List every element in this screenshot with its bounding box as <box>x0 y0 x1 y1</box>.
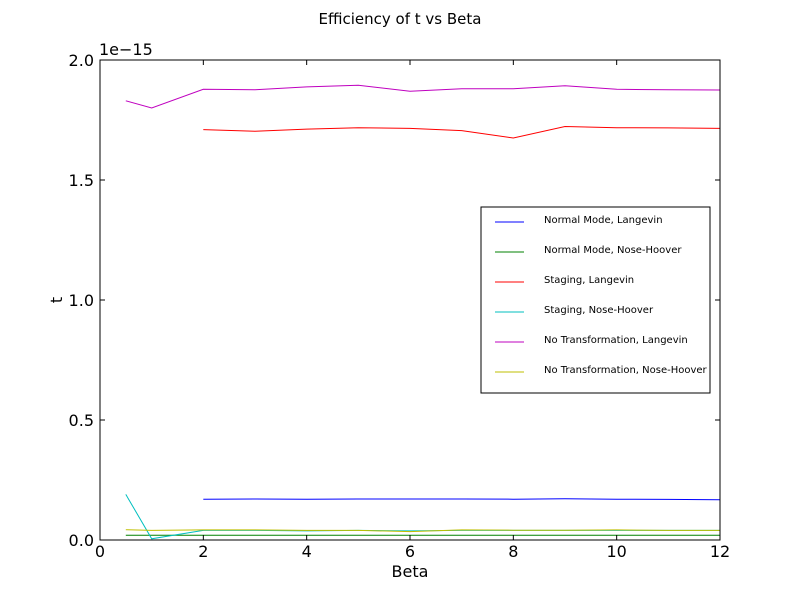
series-layer <box>125 84 721 540</box>
x-tick-label: 2 <box>198 542 208 561</box>
legend-label-3: Staging, Langevin <box>544 275 634 286</box>
series-line-1 <box>203 498 721 501</box>
x-tick-label: 6 <box>405 542 415 561</box>
x-tick-label: 12 <box>710 542 730 561</box>
y-tick-label: 0.0 <box>69 531 94 550</box>
chart-title: Efficiency of t vs Beta <box>319 10 482 28</box>
series-line-3 <box>203 125 721 139</box>
x-tick-label: 4 <box>302 542 312 561</box>
legend-box <box>480 206 711 394</box>
y-tick-label: 1.0 <box>69 291 94 310</box>
legend-label-1: Normal Mode, Langevin <box>544 215 663 226</box>
x-tick-label: 0 <box>95 542 105 561</box>
x-tick-label: 10 <box>606 542 626 561</box>
legend: Normal Mode, Langevin Normal Mode, Nose-H… <box>480 206 711 394</box>
series-line-6 <box>125 529 720 533</box>
x-axis-label: Beta <box>392 562 429 581</box>
series-line-5 <box>125 84 721 109</box>
legend-label-4: Staging, Nose-Hoover <box>544 305 654 316</box>
legend-label-6: No Transformation, Nose-Hoover <box>544 365 708 376</box>
y-tick-label: 0.5 <box>69 411 94 430</box>
tick-layer: 0 2 4 6 8 10 12 0.0 0.5 1.0 1.5 2.0 <box>69 51 731 561</box>
y-offset-label: 1e−15 <box>99 40 153 59</box>
plot-frame <box>99 59 721 541</box>
x-tick-label: 8 <box>508 542 518 561</box>
y-tick-label: 2.0 <box>69 51 94 70</box>
legend-label-2: Normal Mode, Nose-Hoover <box>544 245 682 256</box>
legend-label-5: No Transformation, Langevin <box>544 335 688 346</box>
y-axis-label: t <box>47 297 66 303</box>
y-tick-label: 1.5 <box>69 171 94 190</box>
